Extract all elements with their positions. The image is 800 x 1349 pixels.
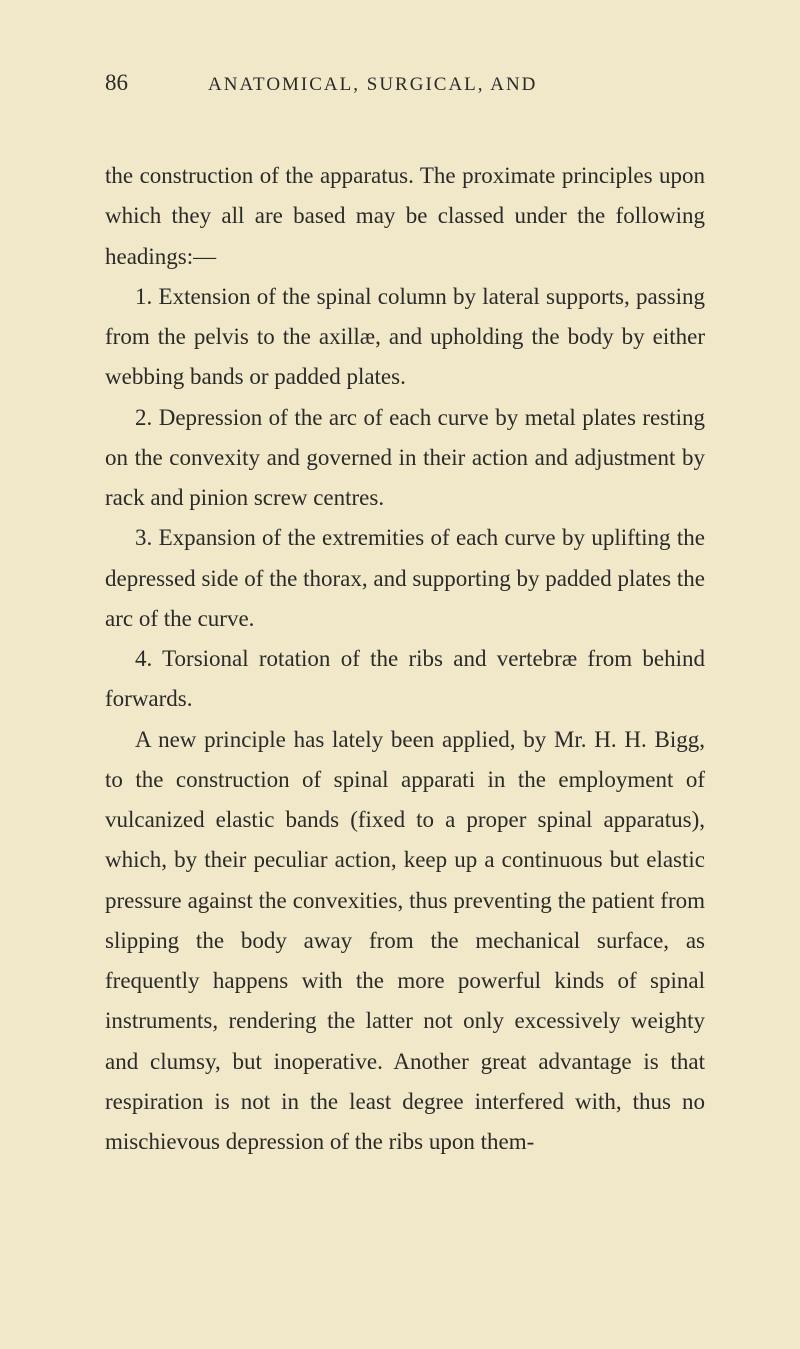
paragraph-1: the construction of the apparatus. The p… [105,156,705,277]
running-head: ANATOMICAL, SURGICAL, AND [208,74,537,96]
paragraph-5: 4. Torsional rotation of the ribs and ve… [105,639,705,720]
body-text: the construction of the apparatus. The p… [105,156,705,1162]
page-number: 86 [105,70,128,96]
paragraph-2: 1. Extension of the spinal column by lat… [105,277,705,398]
page-header: 86 ANATOMICAL, SURGICAL, AND [105,70,705,96]
paragraph-3: 2. Depression of the arc of each curve b… [105,398,705,519]
paragraph-6: A new principle has lately been applied,… [105,720,705,1163]
paragraph-4: 3. Expansion of the extremities of each … [105,518,705,639]
